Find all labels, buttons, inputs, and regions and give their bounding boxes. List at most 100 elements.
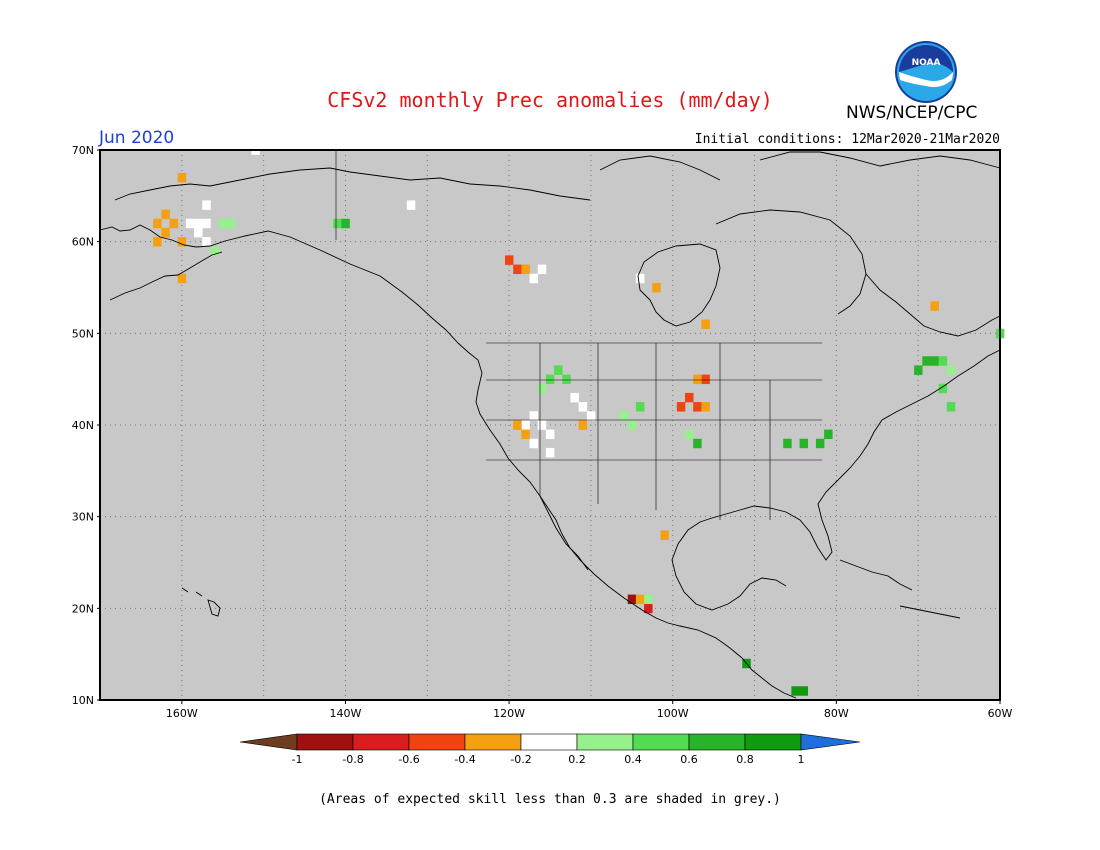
anomaly-cell [799,438,809,449]
anomaly-cell [529,411,539,421]
anomaly-cell [635,594,645,605]
anomaly-cell [513,264,522,275]
anomaly-cell [685,429,694,440]
colorbar-tick-label: -0.2 [510,753,531,766]
anomaly-cell [824,429,833,440]
colorbar-tick-label: -0.6 [398,753,419,766]
anomaly-cell [202,218,211,229]
anomaly-cell [153,218,162,229]
anomaly-cell [185,218,195,229]
colorbar-tick-label: -1 [292,753,303,766]
anomaly-cell [815,438,825,449]
lat-tick-label: 70N [72,144,94,157]
colorbar-bin [408,733,466,751]
anomaly-cell [701,319,710,330]
anomaly-cell [644,594,653,605]
colorbar-tick-label: -0.8 [342,753,363,766]
anomaly-cell [177,237,187,247]
anomaly-cell [513,420,522,430]
colorbar-tick-label: 0.6 [680,753,698,766]
lat-tick-label: 20N [72,602,94,615]
anomaly-cell [914,365,923,375]
lat-tick-label: 40N [72,419,94,432]
anomaly-cell [676,402,686,412]
anomaly-cell [701,374,710,385]
anomaly-cell [521,420,530,430]
initial-conditions-label: Initial conditions: 12Mar2020-21Mar2020 [694,132,1000,147]
anomaly-cell [627,420,637,430]
lon-tick-label: 120W [493,707,525,720]
anomaly-cell [537,383,547,394]
lon-tick-label: 100W [657,707,689,720]
anomaly-cell [946,402,956,412]
anomaly-cell [545,374,555,385]
colorbar-bin [576,733,634,751]
anomaly-cell [545,447,555,458]
anomaly-cell [701,402,710,412]
anomaly-cell [938,356,948,366]
anomaly-cell [537,264,547,275]
colorbar-bin [464,733,522,751]
anomaly-cell [226,218,236,229]
anomaly-cell [169,218,179,229]
month-label: Jun 2020 [99,128,175,148]
anomaly-cell [521,264,530,275]
anomaly-cell [194,218,203,229]
anomaly-cell [202,237,211,247]
anomaly-cell [783,438,792,449]
lon-tick-label: 160W [166,707,198,720]
anomaly-cell [693,374,702,385]
anomaly-cell [693,438,702,449]
anomaly-cell [570,392,579,403]
anomaly-cells [153,145,1005,696]
anomaly-cell [161,209,170,220]
anomaly-cell [545,429,555,440]
anomaly-cell [406,200,416,210]
anomaly-cell [562,374,571,385]
colorbar-labels: -1 -0.8 -0.6 -0.4 -0.2 0.2 0.4 0.6 0.8 1 [292,753,805,766]
colorbar-tick-label: 0.8 [736,753,754,766]
noaa-logo-text: NOAA [912,58,941,68]
lon-tick-label: 80W [824,707,849,720]
lat-tick-label: 30N [72,511,94,524]
anomaly-cell [930,301,939,311]
anomaly-cell [333,218,342,229]
anomaly-cell [619,411,629,421]
noaa-logo-icon: NOAA [894,40,958,108]
anomaly-cell [521,429,530,440]
anomaly-cell [635,402,645,412]
colorbar-bin [632,733,690,751]
lon-tick-label: 60W [988,707,1013,720]
colorbar-bin [352,733,410,751]
anomaly-cell [922,356,931,366]
anomaly-cell [578,402,588,412]
anomaly-cell [930,356,939,366]
anomaly-cell [210,246,219,256]
colorbar-high-arrow [800,733,861,751]
state-borders [335,150,822,520]
anomaly-cell [194,227,203,238]
lat-tick-label: 10N [72,694,94,707]
anomaly-cell [586,411,596,421]
map-title: CFSv2 monthly Prec anomalies (mm/day) [327,88,773,112]
anomaly-cell [341,218,350,229]
anomaly-cell [177,273,187,284]
lat-tick-label: 50N [72,327,94,340]
anomaly-cell [529,438,539,449]
longitude-labels: 160W 140W 120W 100W 80W 60W [166,700,1013,720]
anomaly-cell [660,530,669,540]
anomaly-cell [799,686,809,696]
colorbar-bin [688,733,746,751]
anomaly-cell [627,594,637,605]
colorbar-tick-label: 1 [798,753,805,766]
anomaly-cell [644,603,653,614]
anomaly-cell [529,273,539,284]
anomaly-cell [537,420,547,430]
colorbar-bin [520,733,578,751]
anomaly-cell [791,686,800,696]
anomaly-cell [578,420,588,430]
skill-footnote: (Areas of expected skill less than 0.3 a… [319,792,781,807]
anomaly-cell [218,218,228,229]
anomaly-cell [693,402,702,412]
